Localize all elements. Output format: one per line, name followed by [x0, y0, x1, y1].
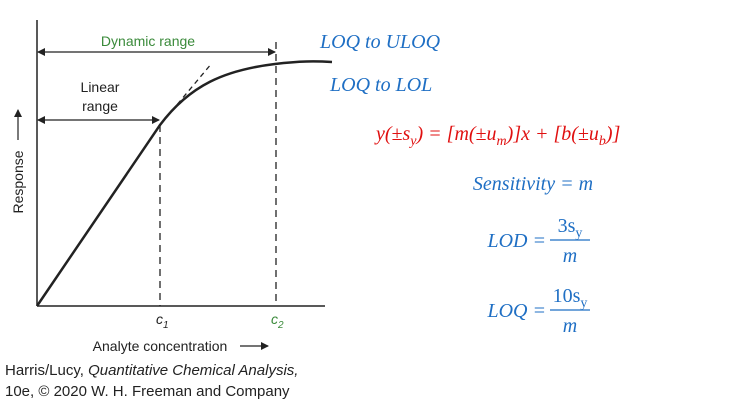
lhs: LOQ =	[486, 300, 546, 322]
text-run: 3s	[558, 215, 576, 237]
denominator: m	[563, 245, 577, 267]
note: LOQ to LOL	[329, 74, 432, 96]
caption: Harris/Lucy, Quantitative Chemical Analy…	[5, 362, 298, 379]
subscript: m	[497, 134, 507, 149]
c2-label: c2	[271, 311, 284, 331]
subscript: b	[599, 134, 606, 149]
sensitivity: Sensitivity = m	[473, 173, 593, 195]
tangent	[159, 62, 213, 126]
text-run: )]	[605, 123, 620, 145]
subscript: y	[580, 296, 587, 311]
numerator: 3sy	[558, 215, 583, 241]
figure	[14, 20, 333, 350]
response-curve	[35, 60, 333, 307]
text-run: ) = [m(±u	[416, 123, 497, 145]
note: LOQ to ULOQ	[319, 31, 441, 53]
subscript: y	[408, 134, 417, 149]
linear-label: Linear	[81, 79, 120, 95]
text-run: 10s	[553, 285, 581, 307]
numerator: 10sy	[553, 285, 588, 311]
y-axis-label: Response	[10, 150, 26, 213]
lhs: LOD =	[486, 230, 546, 252]
text-run: y(±s	[374, 123, 411, 145]
text-run: )]x + [b(±u	[506, 123, 599, 145]
dynamic-label: Dynamic range	[101, 33, 195, 49]
x-axis-label: Analyte concentration	[93, 338, 228, 354]
caption: 10e, © 2020 W. H. Freeman and Company	[5, 383, 290, 400]
regression-equation: y(±sy) = [m(±um)]x + [b(±ub)]	[374, 123, 620, 149]
c1-label: c1	[156, 311, 169, 331]
linear-label: range	[82, 98, 118, 114]
denominator: m	[563, 315, 577, 337]
subscript: y	[575, 226, 582, 241]
